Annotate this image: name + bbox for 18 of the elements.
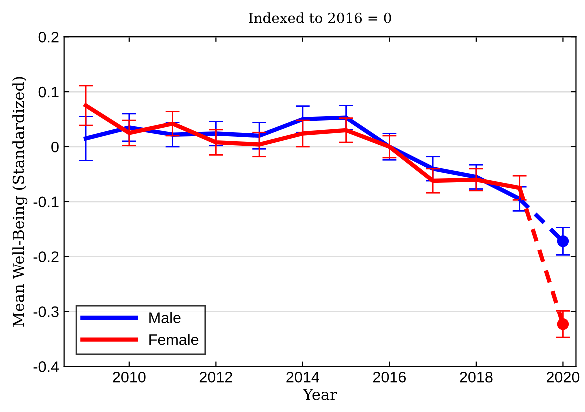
legend-label: Male: [150, 312, 181, 324]
y-tick-label: 0.2: [38, 32, 59, 43]
x-axis-title: Year: [303, 389, 338, 400]
x-tick-label: 2014: [286, 372, 320, 383]
x-tick-label: 2020: [546, 372, 580, 383]
y-tick-label: -0.1: [34, 196, 59, 208]
x-tick-label: 2016: [373, 372, 406, 383]
y-axis-title: Mean Well-Being (Standardized): [12, 77, 28, 328]
x-tick-label: 2018: [460, 372, 493, 383]
legend-label: Female: [150, 334, 199, 346]
y-tick-label: -0.3: [34, 306, 59, 318]
chart-title: Indexed to 2016 = 0: [249, 12, 392, 24]
y-tick-label: 0: [52, 142, 59, 153]
y-tick-label: 0.1: [38, 86, 59, 98]
x-tick-label: 2010: [113, 372, 146, 383]
y-tick-label: -0.4: [34, 362, 60, 372]
y-tick-label: -0.2: [34, 252, 59, 262]
x-tick-label: 2012: [200, 372, 232, 383]
